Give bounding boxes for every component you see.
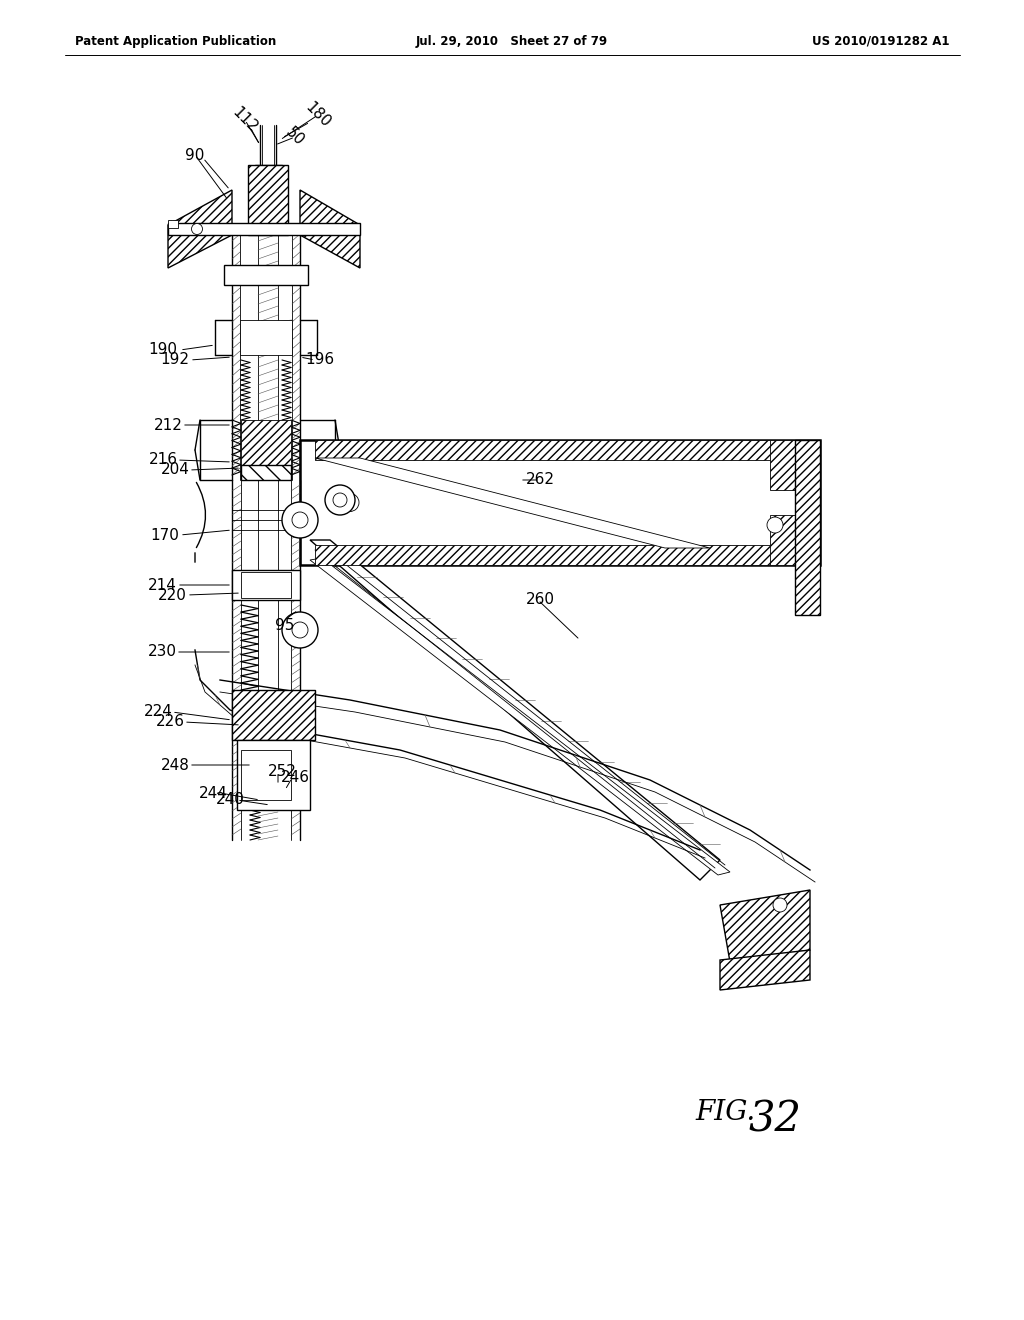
- Polygon shape: [168, 190, 232, 268]
- Polygon shape: [310, 540, 720, 880]
- Bar: [795, 440, 820, 565]
- Bar: [315, 440, 805, 459]
- Bar: [232, 690, 315, 741]
- Text: 262: 262: [525, 473, 555, 487]
- Circle shape: [325, 484, 355, 515]
- Bar: [241, 465, 291, 480]
- Bar: [315, 545, 805, 565]
- Text: Patent Application Publication: Patent Application Publication: [75, 36, 276, 48]
- Circle shape: [282, 502, 318, 539]
- Text: 252: 252: [267, 764, 296, 780]
- Circle shape: [341, 494, 359, 511]
- Bar: [232, 690, 315, 741]
- Text: 246: 246: [281, 771, 309, 785]
- Bar: [240, 319, 292, 355]
- Polygon shape: [248, 165, 288, 235]
- Polygon shape: [310, 558, 730, 875]
- Polygon shape: [300, 190, 360, 268]
- Bar: [241, 420, 291, 465]
- Text: 32: 32: [748, 1100, 801, 1140]
- Circle shape: [333, 492, 347, 507]
- Text: 248: 248: [161, 758, 189, 772]
- Text: 170: 170: [151, 528, 179, 543]
- Circle shape: [767, 517, 783, 533]
- Text: Jul. 29, 2010   Sheet 27 of 79: Jul. 29, 2010 Sheet 27 of 79: [416, 36, 608, 48]
- Bar: [300, 440, 820, 565]
- Text: 230: 230: [147, 644, 176, 660]
- Bar: [770, 440, 795, 490]
- Text: FIG.: FIG.: [695, 1098, 756, 1126]
- Text: 112: 112: [229, 104, 260, 136]
- Text: US 2010/0191282 A1: US 2010/0191282 A1: [812, 36, 950, 48]
- Bar: [168, 223, 360, 235]
- Text: 226: 226: [156, 714, 184, 730]
- Text: 244: 244: [199, 785, 227, 800]
- Bar: [232, 570, 300, 601]
- Circle shape: [191, 223, 203, 235]
- Bar: [795, 440, 820, 615]
- Polygon shape: [720, 950, 810, 990]
- Circle shape: [292, 622, 308, 638]
- Text: 240: 240: [216, 792, 245, 808]
- Text: 196: 196: [305, 352, 335, 367]
- Text: 204: 204: [161, 462, 189, 478]
- Bar: [770, 515, 795, 565]
- Circle shape: [773, 898, 787, 912]
- Text: 180: 180: [302, 99, 334, 131]
- Bar: [795, 440, 820, 615]
- Bar: [168, 220, 178, 228]
- Bar: [241, 572, 291, 598]
- Text: 224: 224: [143, 705, 172, 719]
- Text: 214: 214: [147, 578, 176, 593]
- Text: 216: 216: [148, 453, 177, 467]
- Text: 95: 95: [275, 618, 295, 632]
- Text: 90: 90: [185, 148, 205, 162]
- Circle shape: [282, 612, 318, 648]
- Bar: [241, 750, 291, 800]
- Bar: [224, 265, 308, 285]
- Text: 190: 190: [148, 342, 177, 358]
- Text: 192: 192: [161, 352, 189, 367]
- Polygon shape: [720, 890, 810, 962]
- Bar: [237, 741, 310, 810]
- Text: 220: 220: [158, 587, 186, 602]
- Text: 260: 260: [525, 593, 555, 607]
- Text: 212: 212: [154, 417, 182, 433]
- Polygon shape: [315, 458, 710, 548]
- Circle shape: [292, 512, 308, 528]
- Text: 50: 50: [283, 125, 307, 149]
